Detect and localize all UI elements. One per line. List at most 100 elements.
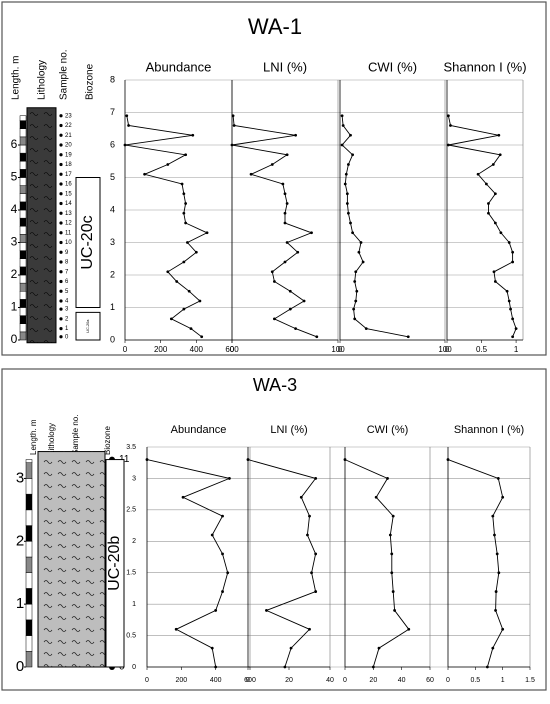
length-bar-segment [25, 525, 33, 542]
data-point [308, 627, 311, 631]
data-point [511, 250, 515, 254]
sample-label: 2 [65, 316, 69, 322]
sample-dot [59, 123, 63, 128]
data-point [449, 124, 452, 127]
data-point [166, 163, 170, 166]
data-point [511, 260, 515, 264]
data-point [484, 182, 488, 186]
length-tick-label: 3 [11, 235, 18, 249]
data-point [169, 317, 173, 321]
data-point [123, 143, 127, 147]
x-tick-label: 20 [369, 677, 377, 684]
data-point [283, 192, 287, 196]
x-tick-label: 200 [175, 677, 187, 684]
data-point [180, 182, 184, 186]
data-point [493, 533, 496, 537]
length-bar-segment [25, 509, 33, 526]
data-point [198, 299, 202, 303]
plot-title: Abundance [171, 424, 227, 436]
y-tick-label: 1 [110, 302, 115, 312]
data-point [285, 202, 289, 205]
data-point [347, 211, 350, 215]
biozone-label: UC-20b [106, 536, 123, 591]
sample-dot [59, 192, 63, 196]
data-point [359, 241, 363, 244]
data-line [146, 459, 231, 668]
data-point [181, 495, 185, 499]
y-tick-label: 2 [132, 538, 136, 545]
sample-label: 11 [65, 230, 72, 236]
y-tick-label: 3 [110, 237, 115, 247]
sample-dot [59, 143, 63, 147]
data-point [487, 202, 490, 205]
length-bar-segment [25, 478, 33, 495]
plot-title: Shannon I (%) [443, 59, 526, 74]
length-bar-segment [25, 603, 33, 621]
data-point [497, 571, 501, 575]
x-tick-label: 400 [210, 677, 222, 684]
panel-title: WA-3 [253, 375, 297, 395]
sample-label: 9 [65, 250, 69, 256]
data-point [125, 114, 129, 118]
data-point [393, 609, 396, 612]
sample-label: 10 [65, 240, 72, 246]
data-point [270, 163, 274, 166]
data-point [501, 495, 505, 499]
data-point [511, 335, 515, 339]
data-point [511, 317, 515, 321]
data-point [390, 571, 394, 575]
data-point [210, 533, 214, 537]
data-point [340, 114, 344, 118]
sample-label: 17 [65, 172, 72, 178]
x-tick-label: 40 [326, 677, 334, 684]
length-bar-segment [19, 217, 27, 227]
data-point [491, 514, 495, 518]
data-point [226, 571, 230, 575]
y-tick-label: 0 [110, 334, 115, 344]
data-point [294, 327, 297, 331]
sample-label: 23 [65, 113, 72, 119]
length-bar-segment [19, 128, 27, 138]
data-point [314, 477, 318, 480]
data-point [285, 153, 289, 157]
data-point [265, 609, 268, 612]
data-point [186, 241, 189, 244]
data-point [351, 153, 354, 157]
data-point [497, 133, 501, 137]
sample-label: 18 [65, 162, 72, 168]
x-tick-label: 400 [190, 345, 204, 354]
length-bar-segment [25, 651, 33, 668]
length-bar-segment [25, 572, 33, 589]
data-point [184, 153, 188, 157]
sample-label: 4 [65, 299, 69, 305]
x-tick-label: 0 [445, 345, 450, 354]
length-bar-segment [19, 291, 27, 300]
data-point [374, 495, 378, 499]
y-tick-label: 4 [110, 204, 115, 214]
data-point [391, 590, 395, 593]
x-tick-label: 60 [426, 677, 434, 684]
data-point [355, 289, 359, 293]
sample-dot [59, 307, 63, 311]
data-point [386, 477, 389, 480]
y-tick-label: 3 [132, 475, 136, 482]
sample-dot [59, 299, 63, 303]
length-bar-segment [19, 242, 27, 251]
length-bar-segment [25, 493, 33, 511]
length-bar-segment [19, 307, 27, 316]
length-bar-segment [19, 315, 27, 324]
length-bar-segment [19, 201, 27, 211]
length-tick-label: 3 [16, 469, 24, 486]
data-point [308, 514, 311, 518]
data-line [231, 115, 317, 338]
sample-label: 5 [65, 289, 69, 295]
column-header: Biozone [103, 426, 112, 455]
data-point [493, 192, 497, 196]
data-point [182, 260, 186, 264]
plot-title: LNI (%) [270, 424, 307, 436]
y-tick-label: 8 [110, 74, 115, 84]
data-point [494, 609, 497, 612]
data-point [446, 458, 450, 461]
data-point [345, 192, 349, 196]
data-point [494, 590, 498, 593]
